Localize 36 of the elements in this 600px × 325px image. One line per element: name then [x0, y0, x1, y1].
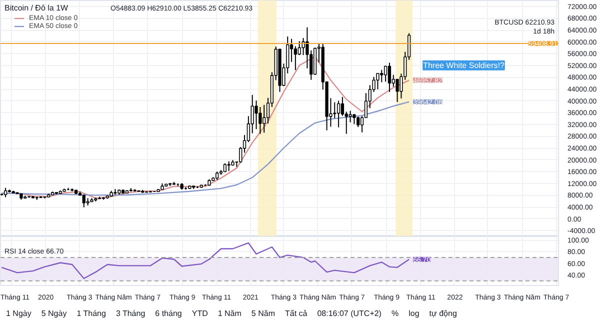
text: 08:16:07 (UTC+2): [317, 309, 382, 318]
candlestick: [340, 96, 344, 116]
text: 1 Tháng: [76, 309, 106, 318]
text: 3 Tháng: [116, 309, 146, 318]
candlestick: [396, 78, 399, 102]
candlestick: [336, 100, 340, 128]
text: 1 Ngày: [6, 309, 32, 318]
text: Tất cả: [284, 309, 308, 318]
candlestick: [356, 116, 360, 128]
line-series: [1, 56, 410, 199]
text: 5 Ngày: [41, 309, 67, 318]
candlestick: [388, 62, 392, 92]
line-series: [1, 101, 410, 196]
candlestick: [348, 110, 352, 123]
text: YTD: [192, 309, 208, 318]
line-series: [1, 242, 410, 280]
candlestick: [302, 37, 305, 56]
candlestick: [227, 160, 230, 172]
candlestick: [384, 65, 388, 82]
candlestick: [4, 187, 8, 198]
candlestick: [352, 114, 356, 125]
candlestick: [294, 46, 298, 71]
candlestick: [298, 40, 301, 56]
chart-title: Bitcoin / Đô la 1W: [4, 4, 69, 12]
annotation: Three White Soldiers!?: [423, 60, 505, 70]
text: log: [408, 309, 420, 318]
candlestick: [254, 100, 258, 130]
text: tự động: [429, 309, 457, 318]
text: %: [391, 309, 399, 318]
text: 6 tháng: [155, 309, 182, 318]
text: 5 Năm: [251, 309, 275, 318]
text: 1 Năm: [218, 309, 242, 318]
candlestick: [82, 194, 86, 208]
candlestick: [380, 69, 384, 83]
candlestick: [262, 104, 266, 134]
candlestick: [376, 72, 380, 90]
